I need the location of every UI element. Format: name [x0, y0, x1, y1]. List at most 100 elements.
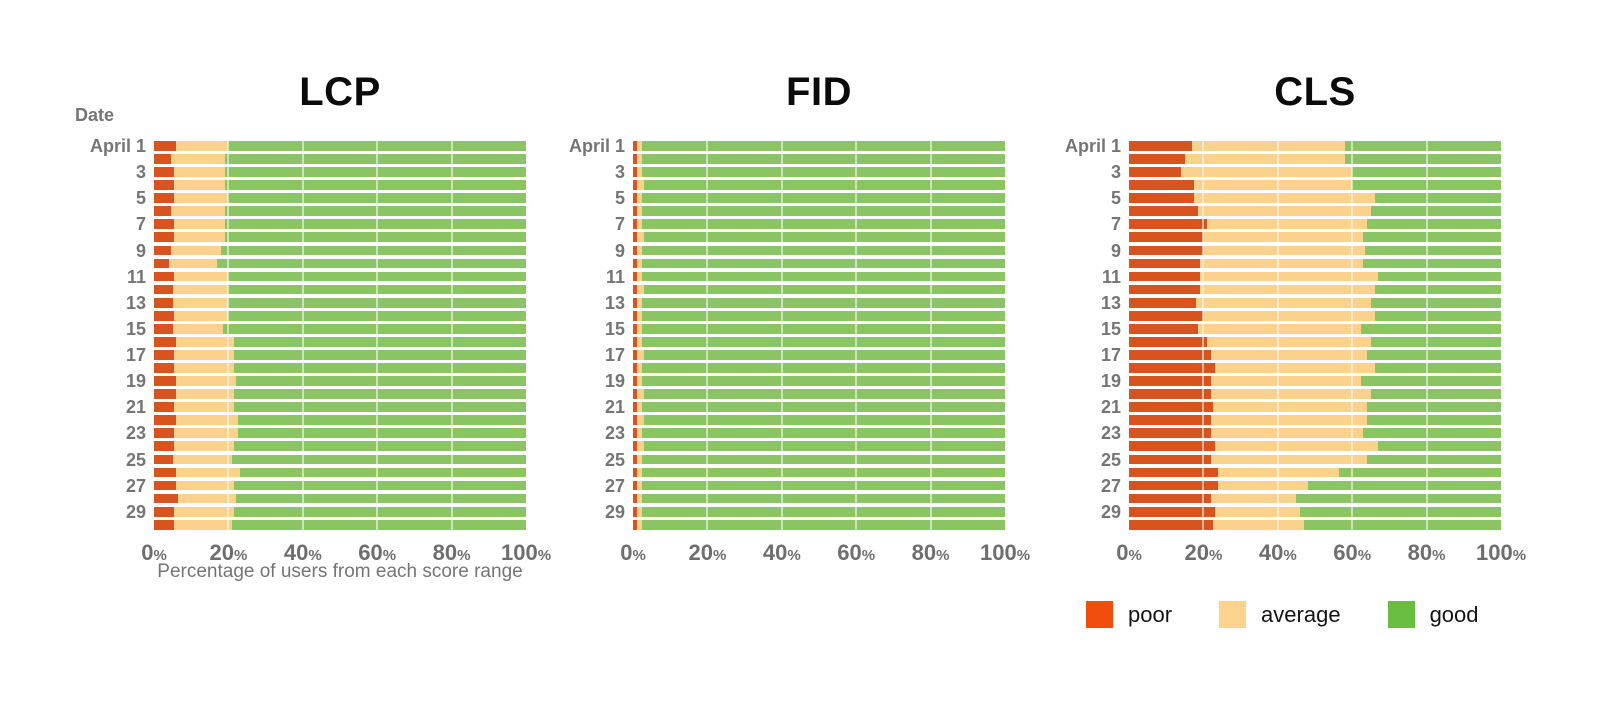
y-tick-label: 5	[1110, 188, 1121, 209]
bar-row-april-9	[633, 245, 1005, 259]
bar-row-april-8	[154, 232, 526, 245]
x-tick-label: 100%	[500, 540, 552, 565]
segment-good	[232, 454, 526, 465]
bar-row-april-5	[154, 193, 526, 206]
x-tick-label: 80%	[911, 540, 950, 565]
gridline-80	[1425, 141, 1428, 533]
bar-row-april-30	[154, 519, 526, 533]
bar-row-april-18	[633, 363, 1005, 376]
stacked-bar	[1129, 310, 1501, 321]
segment-average	[636, 310, 643, 321]
y-tick-label: 25	[1100, 449, 1121, 470]
gridline-40	[1276, 141, 1279, 533]
segment-average	[636, 467, 643, 478]
bar-row-april-21	[1129, 402, 1501, 415]
x-tick-label: 40%	[762, 540, 801, 565]
segment-good	[1361, 323, 1501, 334]
segment-good	[1374, 363, 1501, 373]
segment-average	[1212, 519, 1304, 530]
segment-good	[224, 167, 526, 177]
bar-row-april-12	[1129, 284, 1501, 298]
bar-row-april-14	[633, 310, 1005, 324]
bar-row-april-21	[154, 402, 526, 415]
stacked-bar	[1129, 350, 1501, 360]
segment-poor	[1129, 402, 1213, 413]
legend-item-poor: poor	[1086, 600, 1172, 628]
segment-average	[176, 480, 234, 491]
bar-row-april-28	[1129, 493, 1501, 507]
segment-average	[170, 154, 225, 164]
bar-row-april-18	[1129, 363, 1501, 376]
bar-row-april-18	[154, 363, 526, 376]
stacked-bar	[1129, 284, 1501, 295]
segment-average	[174, 167, 225, 177]
stacked-bar	[1129, 232, 1501, 243]
segment-average	[174, 310, 229, 321]
stacked-bar	[633, 350, 1005, 360]
y-tick-label: 9	[614, 240, 625, 261]
segment-average	[636, 480, 643, 491]
stacked-bar	[154, 232, 526, 243]
stacked-bar	[154, 284, 526, 295]
stacked-bar	[1129, 480, 1501, 491]
segment-average	[636, 167, 643, 177]
x-tick-label: 20%	[688, 540, 727, 565]
bar-row-april-7	[633, 219, 1005, 232]
segment-average	[174, 350, 234, 360]
y-tick-label: 5	[614, 188, 625, 209]
gridline-40	[301, 141, 304, 533]
bar-row-april-22	[1129, 415, 1501, 428]
bar-row-april-4	[154, 180, 526, 193]
segment-good	[642, 206, 1005, 217]
bar-row-april-13	[1129, 297, 1501, 311]
segment-average	[172, 297, 229, 308]
segment-good	[644, 415, 1005, 426]
legend-item-good: good	[1387, 600, 1479, 628]
gridline-40	[780, 141, 783, 533]
segment-average	[636, 454, 643, 465]
segment-good	[1363, 428, 1501, 439]
segment-poor	[1129, 167, 1182, 177]
bar-row-april-29	[633, 506, 1005, 520]
segment-average	[1214, 506, 1301, 517]
segment-poor	[1129, 245, 1204, 256]
bar-row-april-30	[633, 519, 1005, 533]
bar-row-april-14	[154, 310, 526, 324]
y-tick-label: 21	[125, 397, 146, 418]
segment-average	[174, 232, 225, 243]
bar-row-april-4	[1129, 180, 1501, 193]
segment-good	[217, 258, 526, 269]
stacked-bar	[633, 154, 1005, 164]
segment-good	[224, 180, 526, 190]
segment-average	[636, 258, 643, 269]
segment-poor	[154, 245, 171, 256]
gridline-60	[376, 141, 379, 533]
segment-average	[172, 284, 229, 295]
segment-good	[224, 206, 526, 217]
segment-good	[232, 519, 526, 530]
bar-row-april-25	[1129, 454, 1501, 468]
segment-good	[1370, 389, 1501, 399]
bar-row-april-19	[633, 376, 1005, 389]
segment-good	[642, 336, 1005, 347]
segment-good	[1370, 336, 1501, 347]
bar-row-april-15	[154, 323, 526, 337]
bar-row-april-9	[154, 245, 526, 259]
segment-good	[1300, 506, 1501, 517]
segment-average	[1218, 480, 1308, 491]
segment-poor	[154, 402, 175, 413]
segment-poor	[1129, 506, 1215, 517]
segment-poor	[1129, 415, 1211, 426]
segment-good	[642, 193, 1005, 204]
segment-good	[642, 141, 1005, 151]
segment-good	[1363, 258, 1501, 269]
segment-good	[642, 154, 1005, 164]
bar-row-april-27	[633, 480, 1005, 494]
stacked-bar	[633, 258, 1005, 269]
segment-average	[1194, 193, 1375, 204]
gridline-20	[706, 141, 709, 533]
stacked-bar	[1129, 428, 1501, 439]
segment-good	[233, 441, 526, 452]
bar-row-april-28	[633, 493, 1005, 507]
